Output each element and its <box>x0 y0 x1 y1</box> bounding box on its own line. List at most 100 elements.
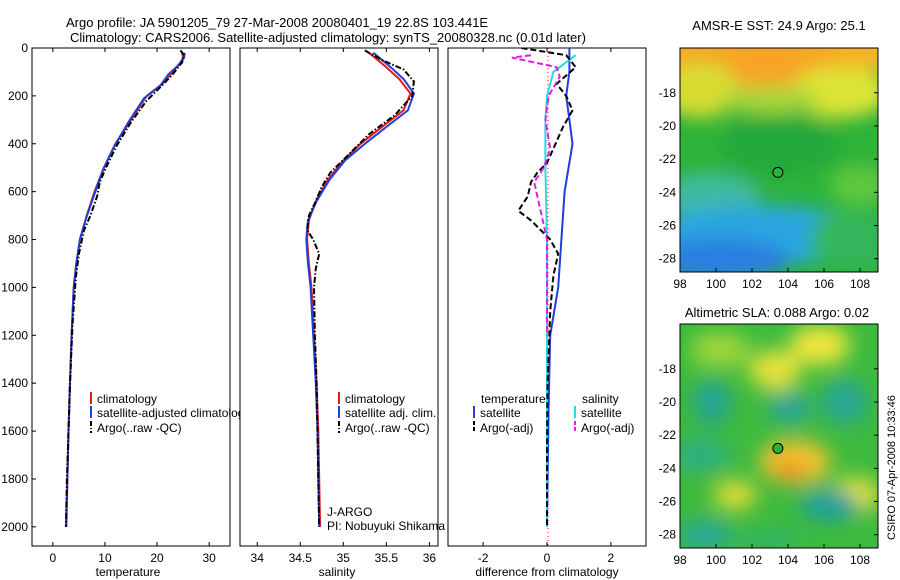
x-tick-label: 35.5 <box>375 551 399 565</box>
x-tick-label: 0 <box>544 551 551 565</box>
map-y-tick-label: -18 <box>659 86 677 100</box>
annotation-jargo: J-ARGO <box>327 505 372 519</box>
y-tick-label: 1000 <box>1 280 28 294</box>
map-x-tick-label: 104 <box>778 553 798 567</box>
map-y-tick-label: -20 <box>659 395 677 409</box>
map-y-tick-label: -20 <box>659 119 677 133</box>
series-line-argo-raw-qc- <box>64 49 186 527</box>
map-y-tick-label: -22 <box>659 152 677 166</box>
difference-legend-sal-satellite: satellite <box>581 406 622 420</box>
y-tick-label: 1200 <box>1 328 28 342</box>
x-tick-label: 30 <box>202 551 216 565</box>
map-y-tick-label: -24 <box>659 185 677 199</box>
x-tick-label: 0 <box>49 551 56 565</box>
salinity-legend-argo: Argo(..raw -QC) <box>345 421 430 435</box>
map-y-tick-label: -28 <box>659 528 677 542</box>
map-x-tick-label: 108 <box>850 553 870 567</box>
x-tick-label: 36 <box>423 551 437 565</box>
y-tick-label: 2000 <box>1 520 28 534</box>
series-line-temperature-satellite <box>546 48 574 527</box>
x-tick-label: 34 <box>251 551 265 565</box>
map-y-tick-label: -26 <box>659 495 677 509</box>
x-tick-label: 35 <box>337 551 351 565</box>
temperature-panel: 0 10 20 30 0 200 400 600 800 1000 1200 1400 1600 1800… <box>1 41 250 579</box>
difference-legend-title-salinity: salinity <box>582 392 619 406</box>
sla-heatmap <box>680 324 878 548</box>
sla-argo-position-marker <box>772 442 784 454</box>
side-timestamp: CSIRO 07-Apr-2008 10:33:46 <box>886 395 898 540</box>
map-x-tick-label: 106 <box>814 553 834 567</box>
series-line-salinity-argo-adj- <box>511 54 561 336</box>
difference-legend-temp-argo: Argo(-adj) <box>480 421 533 435</box>
map-y-tick-label: -22 <box>659 428 677 442</box>
difference-panel: -2 0 2 difference from climatology tempera… <box>447 47 647 579</box>
difference-legend-sal-argo: Argo(-adj) <box>581 421 634 435</box>
y-tick-label: 1400 <box>1 376 28 390</box>
sla-map-ticks: 98 100 102 104 106 108 -18 -20 -22 -24 -26 -28 <box>659 362 878 567</box>
map-x-tick-label: 100 <box>706 277 726 291</box>
temperature-legend-climatology: climatology <box>97 392 157 406</box>
x-tick-label: 20 <box>150 551 164 565</box>
x-tick-label: 34.5 <box>289 551 313 565</box>
y-tick-label: 600 <box>8 185 28 199</box>
salinity-legend: climatology satellite adj. clim. Argo(..… <box>338 392 436 435</box>
temperature-ticks: 0 10 20 30 0 200 400 600 800 1000 1200 1400 1600 1800… <box>1 41 216 565</box>
y-tick-label: 1800 <box>1 472 28 486</box>
temperature-axes <box>31 47 231 547</box>
difference-ticks: -2 0 2 <box>478 48 615 565</box>
difference-legend-title-temperature: temperature <box>481 392 546 406</box>
sla-map-title: Altimetric SLA: 0.088 Argo: 0.02 <box>685 305 869 320</box>
y-tick-label: 400 <box>8 137 28 151</box>
map-x-tick-label: 106 <box>814 277 834 291</box>
map-y-tick-label: -28 <box>659 252 677 266</box>
sst-map-title: AMSR-E SST: 24.9 Argo: 25.1 <box>692 18 865 33</box>
map-x-tick-label: 102 <box>742 277 762 291</box>
y-tick-label: 200 <box>8 89 28 103</box>
map-x-tick-label: 98 <box>673 553 687 567</box>
temperature-legend-argo: Argo(..raw -QC) <box>97 421 182 435</box>
sla-map-axes <box>679 323 879 549</box>
map-y-tick-label: -26 <box>659 219 677 233</box>
temperature-series <box>64 49 186 527</box>
map-x-tick-label: 100 <box>706 553 726 567</box>
difference-legend: temperature satellite Argo(-adj) salinit… <box>473 392 634 435</box>
map-x-tick-label: 102 <box>742 553 762 567</box>
temperature-xlabel: temperature <box>96 565 161 579</box>
figure-title-line2: Climatology: CARS2006. Satellite-adjuste… <box>70 30 586 45</box>
temperature-legend-satellite: satellite-adjusted climatology <box>97 406 250 420</box>
x-tick-label: 2 <box>608 551 615 565</box>
sst-map-axes <box>679 47 879 273</box>
sla-map-panel: Altimetric SLA: 0.088 Argo: 0.02 9 <box>659 305 879 567</box>
sst-map-panel: AMSR-E SST: 24.9 Argo: 25.1 98 100 102 104 1… <box>659 18 879 291</box>
salinity-axes <box>239 47 439 547</box>
sst-heatmap <box>680 48 878 272</box>
salinity-xlabel: salinity <box>319 565 356 579</box>
salinity-ticks: 34 34.5 35 35.5 36 <box>251 48 437 565</box>
difference-series <box>511 48 578 527</box>
difference-xlabel: difference from climatology <box>475 565 618 579</box>
salinity-series <box>305 49 416 527</box>
y-tick-label: 1600 <box>1 424 28 438</box>
series-line-argo-raw-qc- <box>306 49 415 527</box>
map-x-tick-label: 108 <box>850 277 870 291</box>
y-tick-label: 0 <box>21 41 28 55</box>
salinity-panel: 34 34.5 35 35.5 36 salinity climatology sate… <box>239 47 445 579</box>
x-tick-label: -2 <box>478 551 489 565</box>
temperature-legend: climatology satellite-adjusted climatolo… <box>90 392 250 435</box>
difference-legend-temp-satellite: satellite <box>480 406 521 420</box>
sst-argo-position-marker <box>772 166 784 178</box>
annotation-pi: PI: Nobuyuki Shikama <box>327 519 445 533</box>
salinity-legend-climatology: climatology <box>345 392 405 406</box>
map-x-tick-label: 104 <box>778 277 798 291</box>
map-y-tick-label: -18 <box>659 362 677 376</box>
series-line-salinity-satellite <box>544 54 577 527</box>
sst-map-ticks: 98 100 102 104 106 108 -18 -20 -22 -24 -26 -28 <box>659 86 878 291</box>
map-x-tick-label: 98 <box>673 277 687 291</box>
figure-title-line1: Argo profile: JA 5901205_79 27-Mar-2008 … <box>66 15 488 30</box>
x-tick-label: 10 <box>98 551 112 565</box>
y-tick-label: 800 <box>8 233 28 247</box>
map-y-tick-label: -24 <box>659 461 677 475</box>
salinity-legend-satellite: satellite adj. clim. <box>345 406 436 420</box>
series-line-temperature-argo-adj- <box>516 48 578 527</box>
